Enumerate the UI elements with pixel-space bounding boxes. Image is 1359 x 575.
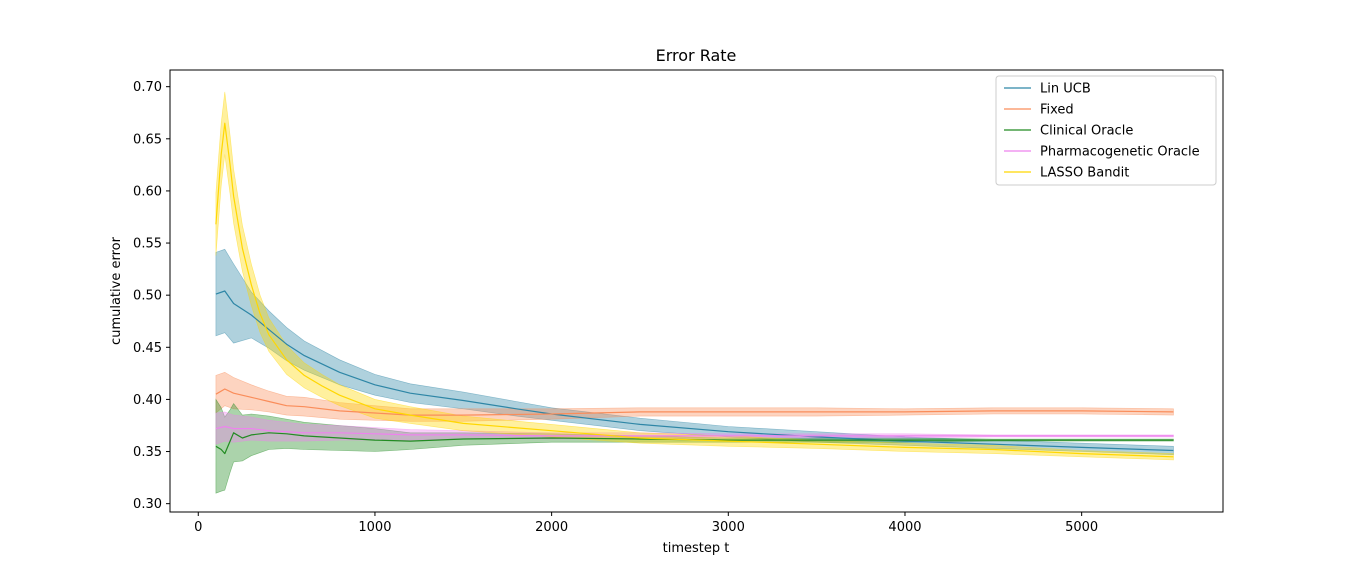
x-tick-label: 5000 xyxy=(1065,520,1098,535)
x-axis-ticks: 0 1000 2000 3000 4000 5000 xyxy=(194,512,1098,535)
chart-title: Error Rate xyxy=(656,46,737,65)
y-tick-label: 0.55 xyxy=(133,237,162,252)
x-tick-label: 1000 xyxy=(358,520,391,535)
band-clinical-oracle xyxy=(215,398,1174,494)
legend: Lin UCB Fixed Clinical Oracle Pharmacogenet… xyxy=(995,75,1217,186)
band-fixed xyxy=(215,371,1174,422)
line-pharmacogenetic-oracle xyxy=(215,425,1174,437)
x-axis-label: timestep t xyxy=(663,541,730,556)
y-axis-label: cumulative error xyxy=(109,236,124,345)
legend-label-clinical-oracle: Clinical Oracle xyxy=(1040,124,1133,139)
legend-label-pharmacogenetic-oracle: Pharmacogenetic Oracle xyxy=(1040,145,1200,160)
legend-label-lin-ucb: Lin UCB xyxy=(1040,82,1091,97)
y-tick-label: 0.60 xyxy=(133,184,162,199)
x-tick-label: 0 xyxy=(194,520,202,535)
y-tick-label: 0.70 xyxy=(133,80,162,95)
y-tick-label: 0.45 xyxy=(133,341,162,356)
legend-label-lasso-bandit: LASSO Bandit xyxy=(1040,166,1129,181)
legend-label-fixed: Fixed xyxy=(1040,103,1074,118)
legend-box xyxy=(995,75,1217,186)
x-tick-label: 3000 xyxy=(712,520,745,535)
y-axis-ticks: 0.30 0.35 0.40 0.45 0.50 0.55 0.60 0.65 0.70 xyxy=(133,80,170,512)
y-tick-label: 0.40 xyxy=(133,393,162,408)
series-lines xyxy=(215,122,1174,458)
line-lasso-bandit xyxy=(215,122,1174,458)
y-tick-label: 0.30 xyxy=(133,497,162,512)
plot-frame xyxy=(169,69,1224,513)
x-tick-label: 4000 xyxy=(888,520,921,535)
y-tick-label: 0.50 xyxy=(133,289,162,304)
y-tick-label: 0.35 xyxy=(133,445,162,460)
y-tick-label: 0.65 xyxy=(133,132,162,147)
x-tick-label: 2000 xyxy=(535,520,568,535)
band-lasso-bandit xyxy=(215,91,1174,461)
line-clinical-oracle xyxy=(215,432,1174,455)
